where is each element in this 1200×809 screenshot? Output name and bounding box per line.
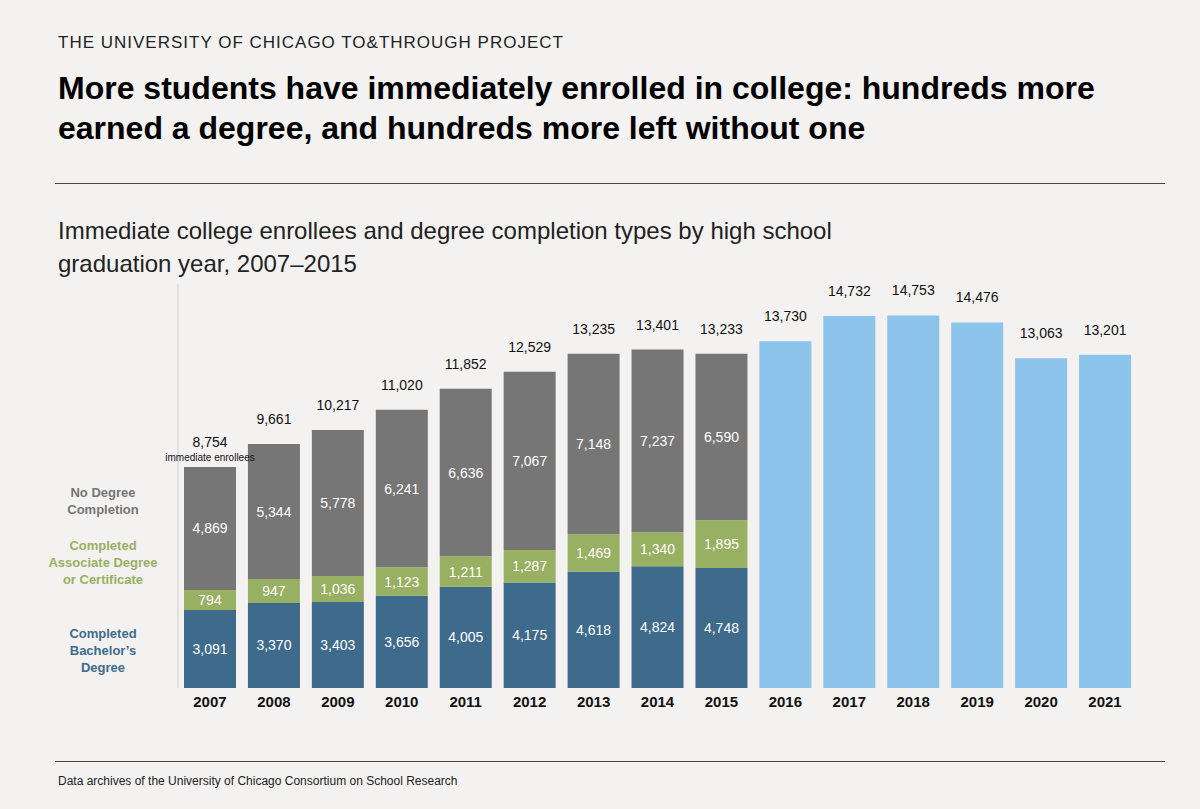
svg-text:14,753: 14,753 <box>892 282 935 298</box>
svg-text:4,824: 4,824 <box>640 619 675 635</box>
html-text:Data archives of the Universit: Data archives of the University of Chica… <box>58 774 458 788</box>
svg-text:8,754: 8,754 <box>192 434 227 450</box>
html-text:THE UNIVERSITY OF CHICAGO TO&T: THE UNIVERSITY OF CHICAGO TO&THROUGH PRO… <box>58 33 564 52</box>
svg-text:2013: 2013 <box>577 693 610 710</box>
svg-text:4,618: 4,618 <box>576 622 611 638</box>
svg-text:1,123: 1,123 <box>384 574 419 590</box>
svg-text:1,287: 1,287 <box>512 558 547 574</box>
svg-text:immediate enrollees: immediate enrollees <box>165 452 255 463</box>
html-text:No Degree Completion: No Degree Completion <box>67 485 139 517</box>
svg-text:13,730: 13,730 <box>764 308 807 324</box>
svg-text:2012: 2012 <box>513 693 546 710</box>
svg-text:7,237: 7,237 <box>640 433 675 449</box>
svg-text:5,344: 5,344 <box>256 504 291 520</box>
svg-text:13,233: 13,233 <box>700 321 743 337</box>
svg-text:7,148: 7,148 <box>576 436 611 452</box>
svg-text:2019: 2019 <box>960 693 993 710</box>
svg-text:2015: 2015 <box>705 693 738 710</box>
svg-text:5,778: 5,778 <box>320 495 355 511</box>
svg-text:13,401: 13,401 <box>636 317 679 333</box>
svg-text:12,529: 12,529 <box>508 339 551 355</box>
svg-text:2020: 2020 <box>1024 693 1057 710</box>
svg-text:1,036: 1,036 <box>320 581 355 597</box>
svg-text:1,469: 1,469 <box>576 545 611 561</box>
svg-text:3,403: 3,403 <box>320 637 355 653</box>
svg-text:947: 947 <box>262 583 286 599</box>
svg-text:2014: 2014 <box>641 693 675 710</box>
svg-text:4,869: 4,869 <box>192 520 227 536</box>
svg-text:1,340: 1,340 <box>640 541 675 557</box>
svg-text:1,211: 1,211 <box>449 564 483 580</box>
svg-text:2011: 2011 <box>449 693 482 710</box>
html-text:Completed Bachelor’s Degree: Completed Bachelor’s Degree <box>69 626 137 675</box>
svg-text:794: 794 <box>198 592 222 608</box>
svg-text:2021: 2021 <box>1088 693 1121 710</box>
html-text:Completed Associate Degree or: Completed Associate Degree or Certificat… <box>48 538 158 587</box>
svg-text:13,201: 13,201 <box>1084 322 1127 338</box>
svg-text:13,063: 13,063 <box>1020 325 1063 341</box>
svg-text:6,241: 6,241 <box>384 481 419 497</box>
svg-text:2008: 2008 <box>257 693 290 710</box>
svg-text:4,175: 4,175 <box>512 627 547 643</box>
svg-text:3,091: 3,091 <box>192 641 227 657</box>
svg-text:14,476: 14,476 <box>956 289 999 305</box>
svg-text:2016: 2016 <box>769 693 802 710</box>
svg-text:14,732: 14,732 <box>828 283 871 299</box>
svg-text:4,005: 4,005 <box>448 629 483 645</box>
svg-text:1,895: 1,895 <box>704 536 739 552</box>
html-text:More students have immediately: More students have immediately enrolled … <box>58 70 1095 146</box>
svg-text:3,370: 3,370 <box>256 637 291 653</box>
svg-text:11,020: 11,020 <box>381 377 423 393</box>
svg-text:13,235: 13,235 <box>572 321 615 337</box>
svg-text:3,656: 3,656 <box>384 634 419 650</box>
svg-text:2007: 2007 <box>193 693 226 710</box>
svg-text:9,661: 9,661 <box>256 411 291 427</box>
svg-text:11,852: 11,852 <box>445 356 487 372</box>
svg-text:4,748: 4,748 <box>704 620 739 636</box>
svg-text:10,217: 10,217 <box>316 397 359 413</box>
html-text:Immediate college enrollees an: Immediate college enrollees and degree c… <box>58 217 832 277</box>
svg-text:2009: 2009 <box>321 693 354 710</box>
svg-text:2017: 2017 <box>833 693 866 710</box>
svg-text:6,636: 6,636 <box>448 465 483 481</box>
svg-text:2010: 2010 <box>385 693 418 710</box>
svg-text:6,590: 6,590 <box>704 429 739 445</box>
svg-text:7,067: 7,067 <box>512 453 547 469</box>
svg-text:2018: 2018 <box>897 693 930 710</box>
